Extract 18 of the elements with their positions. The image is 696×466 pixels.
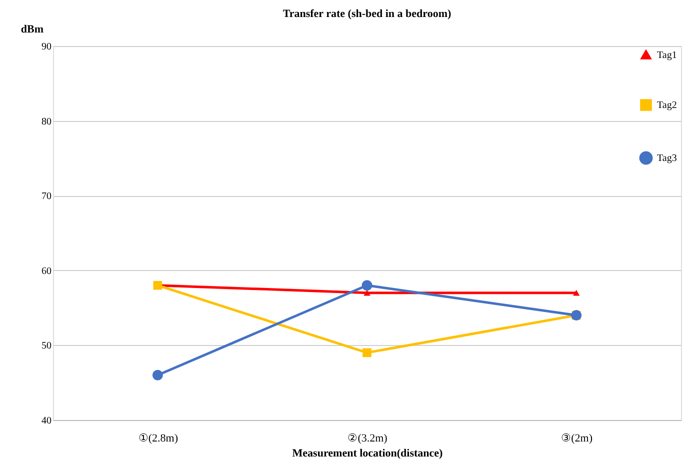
x-tick-label: ②(3.2m) [348,432,388,444]
x-tick-label: ③(2m) [561,432,593,444]
y-tick-label: 60 [42,266,52,277]
y-tick-label: 80 [42,116,52,128]
point [362,280,372,291]
y-axis-title: dBm [20,24,44,36]
chart-title: Transfer rate (sh-bed in a bedroom) [282,8,452,20]
x-tick-label: ①(2.8m) [138,432,178,444]
legend-label: Tag3 [657,153,677,164]
y-tick-label: 40 [42,416,52,426]
y-tick-label: 70 [42,191,52,202]
x-axis-title: Measurement location(distance) [292,448,444,460]
legend-label: Tag1 [657,50,677,61]
point [362,348,372,358]
legend-label: Tag2 [657,100,677,111]
y-tick-label: 90 [42,42,52,52]
point [152,370,163,380]
y-tick-label: 50 [42,340,52,352]
